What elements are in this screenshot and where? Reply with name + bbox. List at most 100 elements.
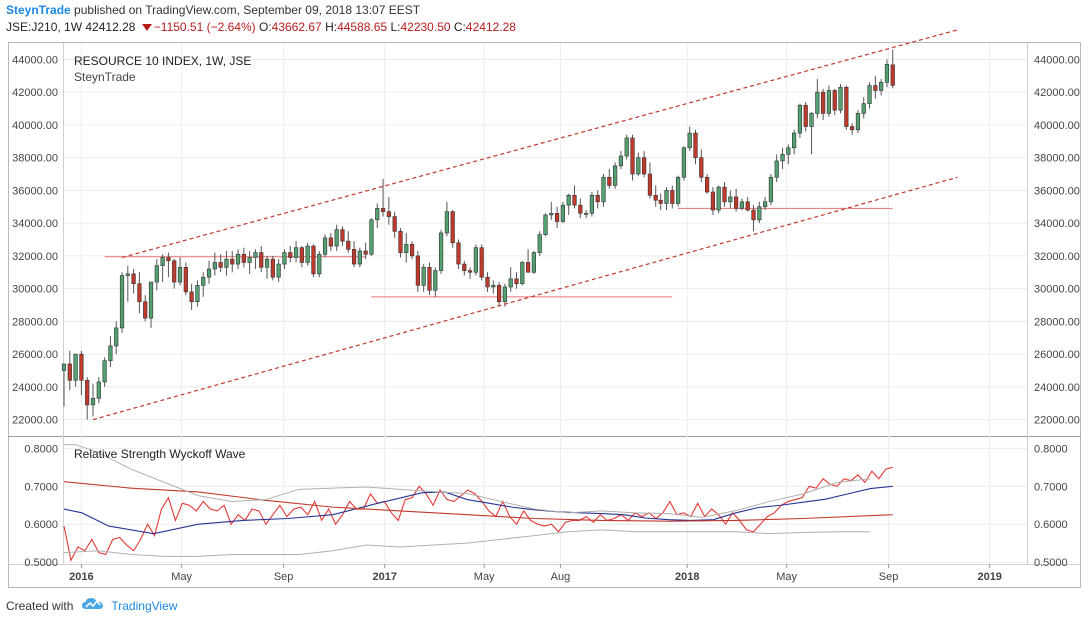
candle-body bbox=[826, 90, 832, 114]
candle-up bbox=[786, 144, 791, 165]
close-label: C: bbox=[453, 20, 466, 34]
grid bbox=[64, 43, 1027, 564]
author-link[interactable]: SteynTrade bbox=[6, 3, 71, 17]
candle-body bbox=[433, 270, 438, 291]
candle-up bbox=[716, 185, 721, 214]
candle-body bbox=[195, 285, 200, 303]
candle-up bbox=[61, 363, 67, 407]
candle-down bbox=[270, 255, 275, 281]
candle-body bbox=[305, 245, 310, 263]
candle-down bbox=[555, 206, 560, 229]
candle-body bbox=[369, 219, 374, 255]
candle-up bbox=[177, 257, 183, 286]
candle-down bbox=[386, 196, 391, 225]
candle-body bbox=[404, 244, 409, 253]
price-tick-label-left: 26000.00 bbox=[12, 349, 58, 361]
candle-up bbox=[780, 147, 785, 170]
candle-body bbox=[693, 132, 698, 158]
candle-body bbox=[879, 82, 884, 91]
candle-body bbox=[786, 147, 791, 155]
close-value: 42412.28 bbox=[465, 20, 516, 34]
candle-body bbox=[734, 196, 739, 209]
candle-body bbox=[96, 381, 101, 399]
candle-down bbox=[351, 241, 357, 268]
price-tick-label-right: 42000.00 bbox=[1034, 87, 1080, 99]
indicator-tick-label-left: 0.6000 bbox=[24, 519, 58, 531]
candle-body bbox=[642, 157, 647, 175]
candle-down bbox=[467, 267, 473, 279]
candle-body bbox=[728, 196, 733, 203]
price-tick-label-left: 30000.00 bbox=[12, 284, 58, 296]
candle-body bbox=[560, 204, 566, 222]
candle-down bbox=[311, 244, 316, 278]
candle-down bbox=[496, 282, 502, 307]
candle-up bbox=[404, 232, 409, 263]
candle-body bbox=[218, 262, 223, 268]
candle-up bbox=[154, 259, 159, 291]
candle-down bbox=[299, 246, 304, 268]
candle-body bbox=[676, 176, 681, 204]
candle-body bbox=[757, 206, 762, 221]
open-label: O: bbox=[258, 20, 272, 34]
main-chart-title: RESOURCE 10 INDEX, 1W, JSE bbox=[74, 54, 251, 68]
candle-body bbox=[716, 186, 721, 211]
time-tick-label: Sep bbox=[879, 571, 899, 583]
candle-up bbox=[537, 231, 542, 256]
candle-down bbox=[415, 250, 420, 292]
candle-down bbox=[241, 247, 246, 268]
candle-down bbox=[578, 198, 583, 219]
candle-body bbox=[479, 247, 484, 278]
candle-up bbox=[584, 210, 589, 219]
candle-down bbox=[346, 231, 351, 253]
candle-body bbox=[861, 103, 866, 114]
candle-down bbox=[699, 149, 704, 183]
candle-body bbox=[73, 353, 78, 381]
price-tick-label-left: 42000.00 bbox=[12, 87, 58, 99]
candle-body bbox=[774, 160, 779, 178]
candle-down bbox=[189, 283, 194, 310]
candle-body bbox=[427, 267, 432, 291]
tradingview-link[interactable]: TradingView bbox=[111, 599, 178, 613]
price-tick-label-right: 32000.00 bbox=[1034, 251, 1080, 263]
candle-down bbox=[734, 188, 739, 212]
candle-body bbox=[867, 85, 872, 104]
candle-body bbox=[438, 232, 444, 271]
candle-body bbox=[595, 194, 600, 203]
candle-body bbox=[855, 113, 861, 131]
candle-body bbox=[119, 275, 125, 329]
time-tick-label: May bbox=[171, 571, 192, 583]
candle-down bbox=[514, 272, 519, 289]
candle-up bbox=[96, 377, 101, 404]
candle-down bbox=[485, 272, 490, 292]
candle-body bbox=[230, 258, 235, 265]
candle-up bbox=[212, 252, 217, 276]
candle-body bbox=[630, 137, 635, 175]
candle-down bbox=[143, 295, 148, 322]
candle-body bbox=[131, 273, 136, 285]
candle-body bbox=[386, 211, 391, 217]
candle-body bbox=[276, 263, 281, 278]
candle-body bbox=[537, 234, 542, 253]
candle-up bbox=[687, 126, 692, 152]
price-tick-label-right: 22000.00 bbox=[1034, 415, 1080, 427]
candle-body bbox=[241, 253, 246, 263]
candle-body bbox=[375, 208, 380, 221]
candle-body bbox=[584, 213, 589, 215]
price-tick-label-left: 38000.00 bbox=[12, 153, 58, 165]
candle-body bbox=[803, 104, 808, 127]
high-label: H: bbox=[325, 20, 338, 34]
candle-down bbox=[450, 210, 455, 248]
candle-down bbox=[363, 242, 368, 260]
candle-down bbox=[607, 169, 612, 189]
main-chart-subtitle: SteynTrade bbox=[74, 70, 136, 84]
candle-down bbox=[873, 75, 878, 99]
time-tick-label: 2018 bbox=[675, 571, 699, 583]
candle-body bbox=[705, 176, 710, 193]
candle-body bbox=[566, 194, 571, 206]
candle-up bbox=[508, 267, 513, 292]
candle-body bbox=[114, 327, 119, 347]
candle-body bbox=[102, 360, 107, 383]
candle-body bbox=[873, 85, 878, 91]
time-tick-label: 2016 bbox=[69, 571, 93, 583]
